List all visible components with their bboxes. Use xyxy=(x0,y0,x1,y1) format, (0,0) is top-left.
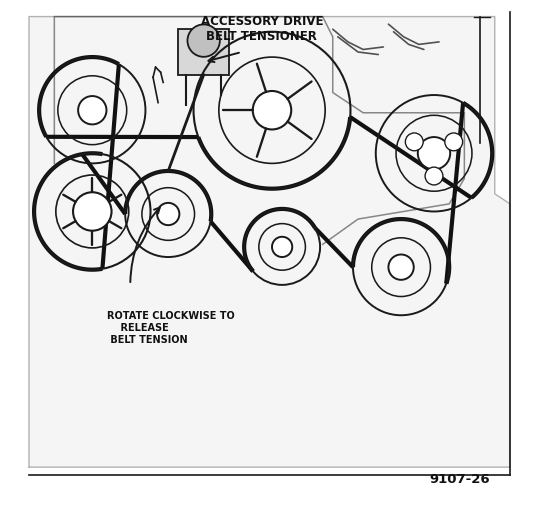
Text: ACCESSORY DRIVE
BELT TENSIONER: ACCESSORY DRIVE BELT TENSIONER xyxy=(201,15,323,43)
Polygon shape xyxy=(178,29,229,75)
Circle shape xyxy=(188,24,220,57)
Circle shape xyxy=(445,133,462,151)
Circle shape xyxy=(73,192,112,231)
Circle shape xyxy=(388,254,414,280)
Polygon shape xyxy=(29,17,510,467)
Circle shape xyxy=(157,203,180,225)
Circle shape xyxy=(425,167,443,185)
Circle shape xyxy=(405,133,423,151)
Circle shape xyxy=(418,137,450,169)
Circle shape xyxy=(253,91,291,129)
Text: 9107-26: 9107-26 xyxy=(429,473,490,486)
Circle shape xyxy=(272,237,292,257)
Circle shape xyxy=(78,96,107,124)
Text: ROTATE CLOCKWISE TO
    RELEASE
 BELT TENSION: ROTATE CLOCKWISE TO RELEASE BELT TENSION xyxy=(108,312,235,345)
